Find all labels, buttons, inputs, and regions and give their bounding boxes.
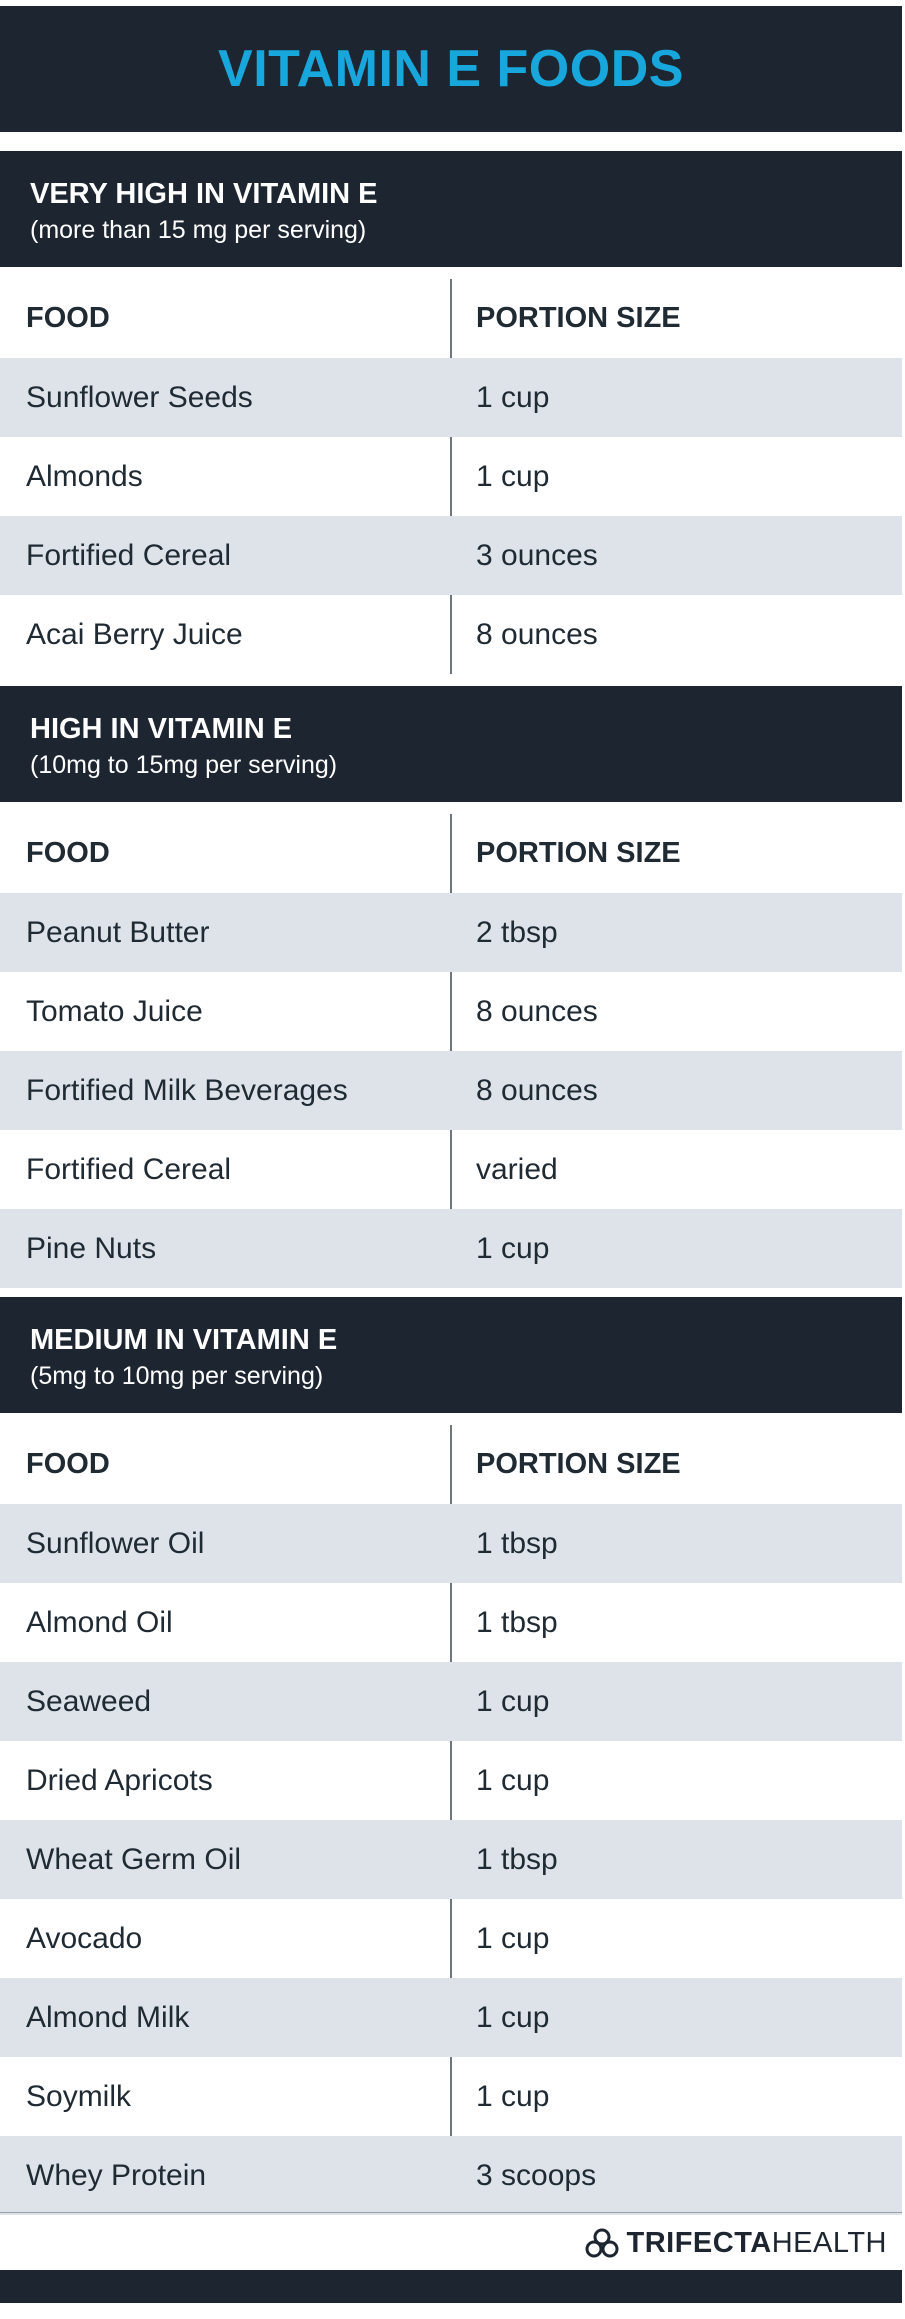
table-header-row: FOOD PORTION SIZE [0,814,902,893]
food-name: Acai Berry Juice [26,617,243,651]
portion-size: 1 cup [476,1684,550,1718]
portion-size: 8 ounces [476,1073,598,1107]
table-row: Avocado 1 cup [0,1899,902,1978]
table-row: Soymilk 1 cup [0,2057,902,2136]
food-name: Almond Milk [26,2000,190,2034]
portion-size: 3 ounces [476,538,598,572]
section-title: VERY HIGH IN VITAMIN E [30,178,378,210]
column-header-portion: PORTION SIZE [476,302,681,334]
portion-size: 8 ounces [476,994,598,1028]
section-header-medium: MEDIUM IN VITAMIN E (5mg to 10mg per ser… [0,1297,902,1413]
food-name: Whey Protein [26,2158,207,2192]
table-header-row: FOOD PORTION SIZE [0,1425,902,1504]
column-divider [450,1425,452,2213]
portion-size: varied [476,1152,558,1186]
section-subtitle: (5mg to 10mg per serving) [30,1362,324,1390]
food-name: Tomato Juice [26,994,203,1028]
portion-size: 1 cup [476,2079,550,2113]
table-row: Sunflower Oil 1 tbsp [0,1504,902,1583]
portion-size: 3 scoops [476,2158,597,2192]
section-header-high: HIGH IN VITAMIN E (10mg to 15mg per serv… [0,686,902,802]
portion-size: 1 cup [476,459,550,493]
food-name: Fortified Cereal [26,1152,232,1186]
section-subtitle: (10mg to 15mg per serving) [30,751,338,779]
portion-size: 1 cup [476,1231,550,1265]
table-row: Seaweed 1 cup [0,1662,902,1741]
table-row: Peanut Butter 2 tbsp [0,893,902,972]
column-header-food: FOOD [26,1448,110,1480]
portion-size: 1 tbsp [476,1842,558,1876]
table-row: Dried Apricots 1 cup [0,1741,902,1820]
column-header-food: FOOD [26,302,110,334]
food-name: Wheat Germ Oil [26,1842,242,1876]
table-row: Acai Berry Juice 8 ounces [0,595,902,674]
portion-size: 8 ounces [476,617,598,651]
page-title: VITAMIN E FOODS [218,40,684,98]
section-title: MEDIUM IN VITAMIN E [30,1324,338,1356]
brand-name-light: HEALTH [771,2226,887,2259]
table-row: Pine Nuts 1 cup [0,1209,902,1288]
column-header-portion: PORTION SIZE [476,837,681,869]
bottom-bar [0,2270,902,2303]
food-name: Almond Oil [26,1605,173,1639]
trifecta-logo-icon [585,2228,619,2258]
footer-divider [0,2212,902,2213]
food-name: Soymilk [26,2079,132,2113]
food-name: Avocado [26,1921,143,1955]
food-name: Pine Nuts [26,1231,157,1265]
portion-size: 1 cup [476,1763,550,1797]
table-medium: FOOD PORTION SIZE Sunflower Oil 1 tbsp A… [0,1425,902,2215]
column-header-food: FOOD [26,837,110,869]
food-name: Sunflower Oil [26,1526,205,1560]
food-name: Almonds [26,459,143,493]
table-row: Almond Milk 1 cup [0,1978,902,2057]
table-row: Fortified Cereal 3 ounces [0,516,902,595]
food-name: Fortified Milk Beverages [26,1073,348,1107]
table-row: Fortified Cereal varied [0,1130,902,1209]
food-name: Fortified Cereal [26,538,232,572]
portion-size: 1 tbsp [476,1605,558,1639]
title-banner: VITAMIN E FOODS [0,6,902,132]
portion-size: 1 cup [476,380,550,414]
brand-logo: TRIFECTAHEALTH [585,2218,888,2268]
table-row: Almond Oil 1 tbsp [0,1583,902,1662]
table-row: Wheat Germ Oil 1 tbsp [0,1820,902,1899]
brand-name-bold: TRIFECTA [626,2226,772,2259]
table-row: Whey Protein 3 scoops [0,2136,902,2215]
section-header-very-high: VERY HIGH IN VITAMIN E (more than 15 mg … [0,151,902,267]
portion-size: 1 cup [476,2000,550,2034]
table-header-row: FOOD PORTION SIZE [0,279,902,358]
portion-size: 2 tbsp [476,915,558,949]
food-name: Sunflower Seeds [26,380,253,414]
table-row: Fortified Milk Beverages 8 ounces [0,1051,902,1130]
portion-size: 1 tbsp [476,1526,558,1560]
column-divider [450,279,452,674]
section-subtitle: (more than 15 mg per serving) [30,216,367,244]
food-name: Dried Apricots [26,1763,213,1797]
table-very-high: FOOD PORTION SIZE Sunflower Seeds 1 cup … [0,279,902,674]
table-row: Sunflower Seeds 1 cup [0,358,902,437]
table-row: Almonds 1 cup [0,437,902,516]
table-row: Tomato Juice 8 ounces [0,972,902,1051]
food-name: Seaweed [26,1684,152,1718]
table-high: FOOD PORTION SIZE Peanut Butter 2 tbsp T… [0,814,902,1288]
portion-size: 1 cup [476,1921,550,1955]
section-title: HIGH IN VITAMIN E [30,713,293,745]
column-header-portion: PORTION SIZE [476,1448,681,1480]
food-name: Peanut Butter [26,915,210,949]
